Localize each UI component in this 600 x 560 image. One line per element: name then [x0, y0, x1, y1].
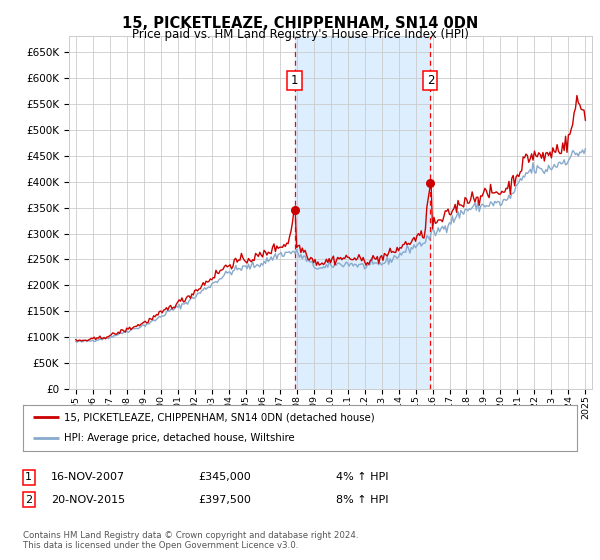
Text: £397,500: £397,500	[198, 494, 251, 505]
Text: 1: 1	[291, 74, 298, 87]
Text: 15, PICKETLEAZE, CHIPPENHAM, SN14 0DN (detached house): 15, PICKETLEAZE, CHIPPENHAM, SN14 0DN (d…	[64, 412, 375, 422]
Text: Price paid vs. HM Land Registry's House Price Index (HPI): Price paid vs. HM Land Registry's House …	[131, 28, 469, 41]
Text: 2: 2	[25, 494, 32, 505]
Text: 2: 2	[427, 74, 434, 87]
Text: Contains HM Land Registry data © Crown copyright and database right 2024.
This d: Contains HM Land Registry data © Crown c…	[23, 531, 358, 550]
Text: 4% ↑ HPI: 4% ↑ HPI	[336, 472, 389, 482]
Text: HPI: Average price, detached house, Wiltshire: HPI: Average price, detached house, Wilt…	[64, 433, 295, 444]
Text: 15, PICKETLEAZE, CHIPPENHAM, SN14 0DN: 15, PICKETLEAZE, CHIPPENHAM, SN14 0DN	[122, 16, 478, 31]
Text: 1: 1	[25, 472, 32, 482]
Text: £345,000: £345,000	[198, 472, 251, 482]
Text: 20-NOV-2015: 20-NOV-2015	[51, 494, 125, 505]
Text: 8% ↑ HPI: 8% ↑ HPI	[336, 494, 389, 505]
Bar	[295, 36, 430, 389]
Text: 16-NOV-2007: 16-NOV-2007	[51, 472, 125, 482]
